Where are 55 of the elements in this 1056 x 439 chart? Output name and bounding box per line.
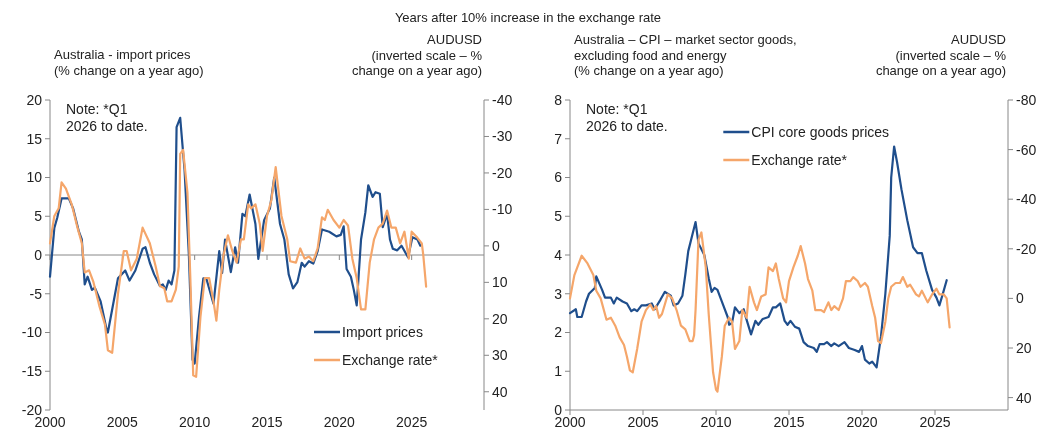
y-axis-title: Australia – CPI – market sector goods, excluding food and energy (% change on a year ago) bbox=[574, 32, 797, 79]
y-tick-label: 0 bbox=[34, 246, 43, 263]
y-tick-label: 10 bbox=[26, 169, 43, 186]
y-tick-label: -15 bbox=[21, 363, 43, 380]
y2-tick-label: 40 bbox=[1016, 389, 1032, 406]
y-axis-title: Australia - import prices (% change on a year ago) bbox=[54, 47, 204, 78]
line-series bbox=[568, 145, 948, 369]
x-tick-label: 2015 bbox=[773, 414, 805, 430]
x-tick-label: 2010 bbox=[179, 414, 211, 430]
x-tick-label: 2020 bbox=[323, 414, 356, 430]
y-tick-label: 2 bbox=[554, 324, 563, 341]
x-tick-label: 2005 bbox=[106, 414, 139, 430]
x-tick-label: 2005 bbox=[627, 414, 659, 430]
y-tick-label: 1 bbox=[554, 363, 563, 380]
text: Years after 10% increase in the exchange rate bbox=[394, 10, 662, 25]
y2-tick-label: 10 bbox=[492, 274, 508, 291]
y2-tick-label: -20 bbox=[492, 164, 513, 181]
annotation: Note: *Q1 2026 to date. bbox=[586, 101, 668, 134]
y-tick-label: -5 bbox=[29, 285, 43, 302]
y2-tick-label: -40 bbox=[492, 91, 513, 108]
y2-tick-label: 20 bbox=[492, 310, 508, 327]
legend-label: Exchange rate* bbox=[342, 351, 439, 368]
y-tick-label: 6 bbox=[554, 169, 563, 186]
y-tick-label: 5 bbox=[554, 208, 563, 225]
legend-label: CPI core goods prices bbox=[751, 123, 890, 140]
legend-label: Import prices bbox=[342, 323, 423, 340]
y2-axis-title: AUDUSD (inverted scale – % change on a year ago) bbox=[351, 32, 483, 79]
x-tick-label: 2015 bbox=[251, 414, 283, 430]
y2-tick-label: -20 bbox=[1016, 240, 1037, 257]
y-tick-label: -10 bbox=[21, 324, 43, 341]
line-series bbox=[568, 231, 951, 393]
y2-tick-label: 0 bbox=[1016, 290, 1024, 307]
y2-tick-label: 20 bbox=[1016, 339, 1032, 356]
y2-tick-label: 40 bbox=[492, 383, 508, 400]
legend-label: Exchange rate* bbox=[751, 151, 848, 168]
y-tick-label: 15 bbox=[26, 130, 43, 147]
y-tick-label: 5 bbox=[34, 208, 43, 225]
y2-tick-label: 30 bbox=[492, 347, 508, 364]
x-tick-label: 2025 bbox=[396, 414, 428, 430]
annotation: Note: *Q1 2026 to date. bbox=[66, 101, 148, 134]
y-tick-label: 3 bbox=[554, 285, 563, 302]
y2-tick-label: -30 bbox=[492, 128, 513, 145]
y2-tick-label: -10 bbox=[492, 201, 513, 218]
x-tick-label: 2025 bbox=[919, 414, 951, 430]
y-tick-label: 20 bbox=[26, 91, 43, 108]
y2-tick-label: -80 bbox=[1016, 91, 1037, 108]
y2-tick-label: -40 bbox=[1016, 191, 1037, 208]
y-tick-label: 7 bbox=[554, 130, 563, 147]
x-tick-label: 2010 bbox=[700, 414, 732, 430]
y2-tick-label: 0 bbox=[492, 237, 500, 254]
y2-axis-title: AUDUSD (inverted scale – % change on a year ago) bbox=[875, 32, 1007, 79]
x-tick-label: 2020 bbox=[846, 414, 878, 430]
y2-tick-label: -60 bbox=[1016, 141, 1037, 158]
y-tick-label: 8 bbox=[554, 91, 563, 108]
y-tick-label: 4 bbox=[554, 246, 563, 263]
